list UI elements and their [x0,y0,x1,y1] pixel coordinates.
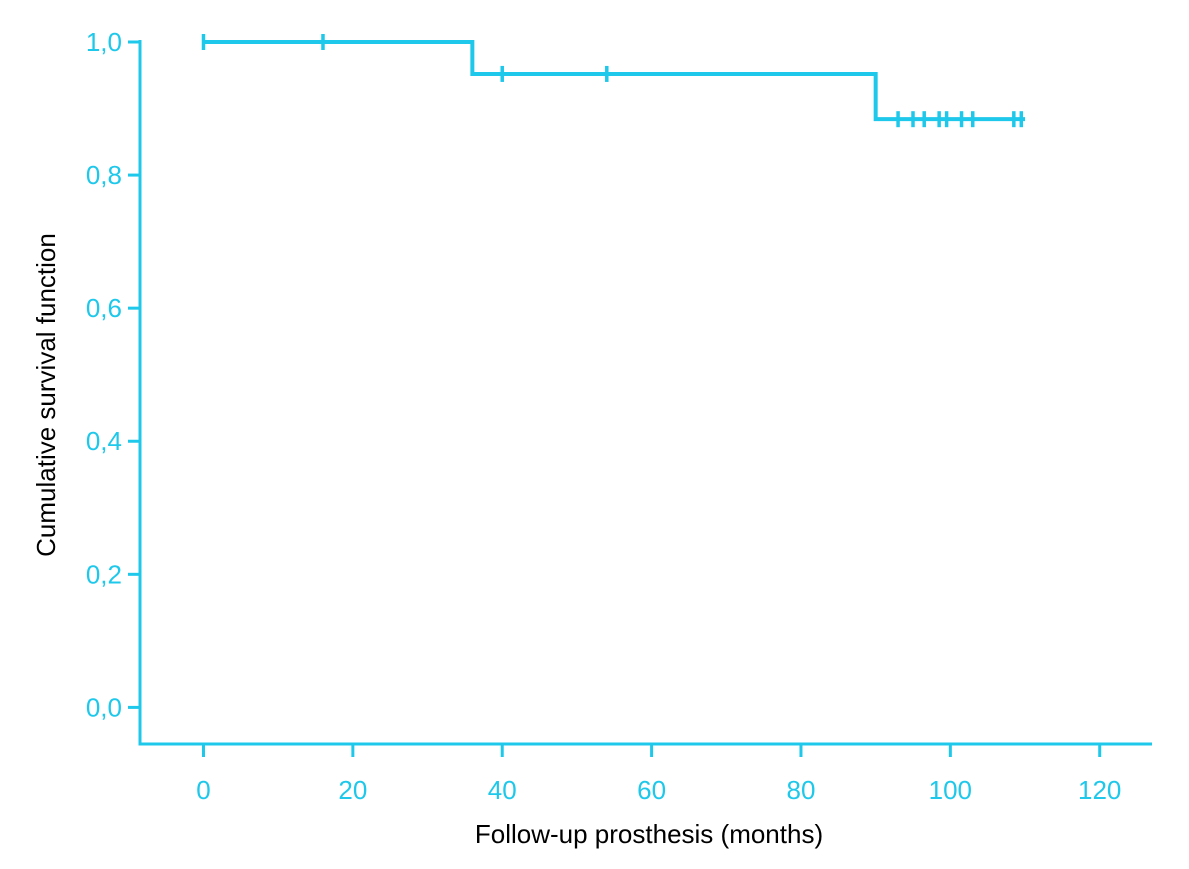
y-tick-label: 0,0 [86,692,122,722]
x-tick-label: 100 [929,775,972,805]
x-axis-title: Follow-up prosthesis (months) [475,819,823,849]
survival-curve [203,40,1026,122]
plot-area [201,34,1026,128]
y-axis-title: Cumulative survival function [31,233,61,557]
y-tick-label: 1,0 [86,27,122,57]
y-tick-label: 0,6 [86,293,122,323]
x-tick-label: 0 [196,775,210,805]
x-tick-label: 120 [1078,775,1121,805]
y-tick-label: 0,4 [86,426,122,456]
x-tick-label: 80 [787,775,816,805]
x-tick-label: 60 [637,775,666,805]
ticks: 0,0 0,2 0,4 0,6 0,8 1,0 0 20 40 60 80 100 120 [86,27,1122,805]
y-tick-label: 0,8 [86,160,122,190]
x-tick-label: 20 [338,775,367,805]
y-tick-label: 0,2 [86,559,122,589]
axes [138,40,1152,746]
x-tick-label: 40 [488,775,517,805]
